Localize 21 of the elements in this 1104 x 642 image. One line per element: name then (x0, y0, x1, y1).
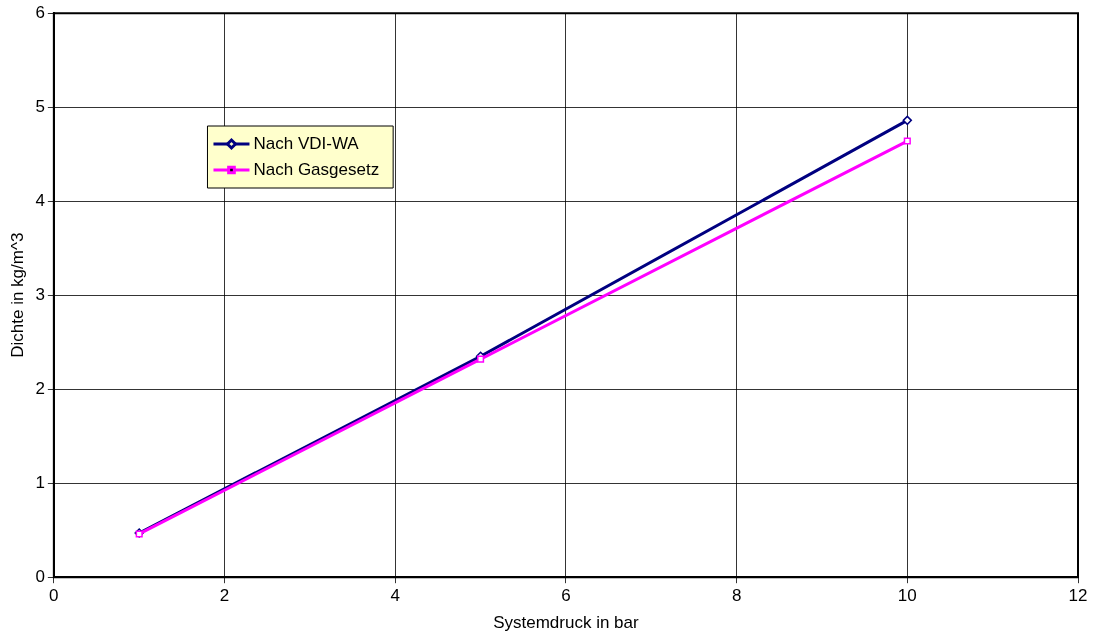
x-tick-label: 12 (1068, 586, 1088, 606)
x-axis-title: Systemdruck in bar (493, 613, 640, 633)
x-tick-label: 10 (897, 586, 917, 606)
x-tick-label: 0 (49, 586, 59, 606)
y-tick-label: 1 (35, 472, 45, 492)
x-tick-label: 8 (731, 586, 742, 606)
legend-label: Nach Gasgesetz (253, 159, 380, 179)
y-tick-label: 2 (35, 378, 45, 398)
y-axis-title: Dichte in kg/m^3 (7, 232, 27, 358)
y-tick-label: 0 (35, 566, 45, 586)
point (477, 355, 485, 363)
x-tick-label: 4 (390, 586, 400, 606)
point (903, 137, 911, 145)
y-tick-label: 5 (35, 96, 45, 116)
y-tick-label: 6 (35, 2, 45, 22)
point (902, 115, 913, 126)
y-tick-label: 4 (35, 190, 45, 210)
y-tick-label: 3 (35, 284, 45, 304)
x-tick-label: 2 (219, 586, 230, 606)
legend-label: Nach VDI-WA (253, 133, 360, 153)
x-tick-label: 6 (561, 586, 571, 606)
